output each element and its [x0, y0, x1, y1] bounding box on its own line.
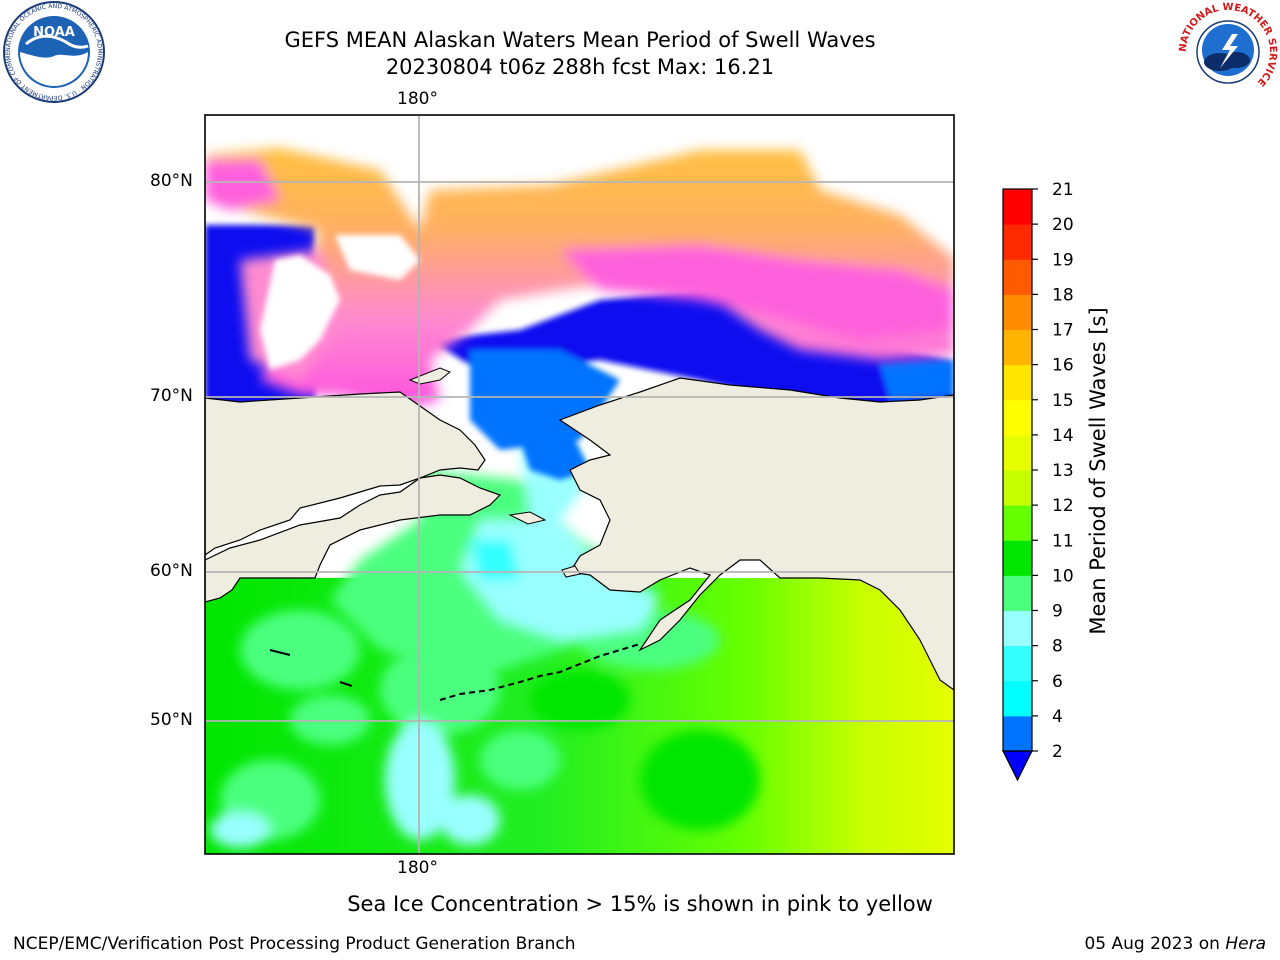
- noaa-logo: NATIONAL OCEANIC AND ATMOSPHERIC ADMINIS…: [2, 0, 105, 103]
- colorbar-segment: [1003, 715, 1032, 752]
- lat-label-80: 80°N: [150, 171, 193, 191]
- nws-logo: NATIONAL WEATHER SERVICE: [1178, 2, 1278, 102]
- colorbar-segment: [1003, 575, 1032, 611]
- graticule: [205, 115, 954, 854]
- colorbar-segment: [1003, 470, 1032, 506]
- colorbar-segment: [1003, 505, 1032, 541]
- no-data-patch: [260, 255, 340, 370]
- lon-label-top: 180°: [397, 89, 438, 109]
- lat-label-60: 60°N: [150, 561, 193, 581]
- footer-date-text: 05 Aug 2023 on: [1084, 934, 1226, 954]
- colorbar-tick-label: 19: [1052, 250, 1074, 270]
- footer-host: Hera: [1225, 934, 1266, 954]
- colorbar-tick-label: 9: [1052, 602, 1063, 622]
- colorbar-segment: [1003, 645, 1032, 682]
- colorbar-tick-label: 14: [1052, 426, 1074, 446]
- colorbar-segment: [1003, 610, 1032, 647]
- colorbar-segment: [1003, 434, 1032, 471]
- colorbar-tick-label: 8: [1052, 637, 1063, 657]
- colorbar-segment: [1003, 259, 1032, 295]
- colorbar-tick-label: 21: [1052, 180, 1074, 200]
- no-data-patch: [335, 235, 420, 280]
- colorbar-segment: [1003, 540, 1032, 576]
- colorbar-tick-label: 17: [1052, 321, 1074, 341]
- colorbar-tick-label: 2: [1052, 742, 1063, 762]
- colorbar-segment: [1003, 680, 1032, 717]
- chart-title: GEFS MEAN Alaskan Waters Mean Period of …: [284, 28, 876, 52]
- lat-label-70: 70°N: [150, 386, 193, 406]
- colorbar-tick-label: 10: [1052, 566, 1074, 586]
- colorbar-segment: [1003, 189, 1032, 225]
- lon-label-bottom: 180°: [397, 858, 438, 878]
- colorbar-segment: [1003, 329, 1032, 366]
- colorbar-tick-label: 13: [1052, 461, 1074, 481]
- colorbar-extend-triangle: [1002, 750, 1033, 782]
- colorbar-tick-label: 6: [1052, 672, 1063, 692]
- land: [205, 367, 954, 701]
- colorbar-tick-label: 4: [1052, 707, 1063, 727]
- colorbar-segment: [1003, 364, 1032, 401]
- colorbar-tick-label: 12: [1052, 496, 1074, 516]
- lat-label-50: 50°N: [150, 710, 193, 730]
- colorbar-segment: [1003, 294, 1032, 330]
- colorbar: 2 4 6 8 9 10 11 12 13 14 15 16 17 18 19 20 21: [1002, 180, 1074, 782]
- colorbar-tick-label: 11: [1052, 531, 1074, 551]
- colorbar-segment: [1003, 399, 1032, 436]
- footer-credit: NCEP/EMC/Verification Post Processing Pr…: [13, 934, 576, 954]
- colorbar-segment: [1003, 224, 1032, 260]
- colorbar-tick-label: 15: [1052, 391, 1074, 411]
- colorbar-tick-label: 18: [1052, 285, 1074, 305]
- footer-date: 05 Aug 2023 on Hera: [1084, 934, 1266, 954]
- svg-text:NOAA: NOAA: [33, 25, 75, 40]
- chart-subtitle: 20230804 t06z 288h fcst Max: 16.21: [385, 55, 775, 79]
- sea-ice-note: Sea Ice Concentration > 15% is shown in …: [347, 892, 933, 916]
- map-frame: [204, 114, 955, 855]
- map-fields: [205, 115, 954, 854]
- colorbar-tick-label: 16: [1052, 356, 1074, 376]
- colorbar-label: Mean Period of Swell Waves [s]: [1086, 307, 1110, 635]
- colorbar-tick-label: 20: [1052, 215, 1074, 235]
